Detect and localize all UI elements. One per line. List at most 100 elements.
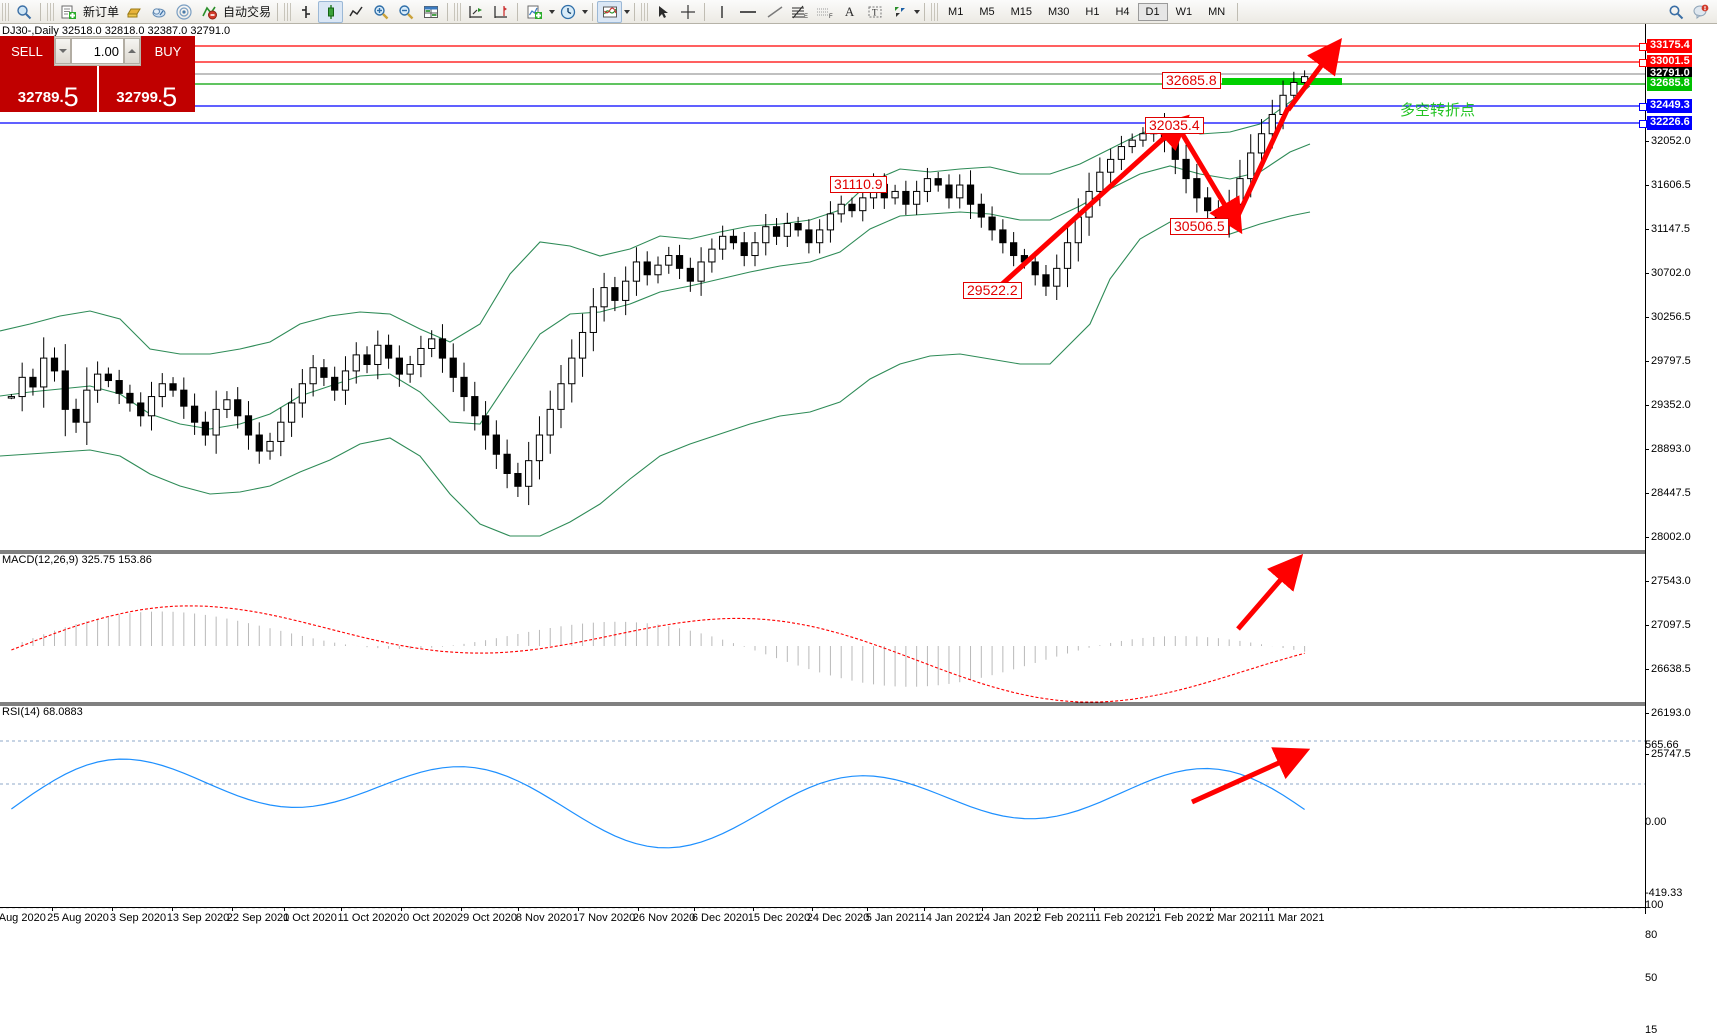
toolbar-separator-4	[517, 2, 519, 21]
timeframe-w1[interactable]: W1	[1175, 5, 1193, 18]
indicator-scale-tick: -419.33	[1645, 887, 1683, 899]
date-tick: 11 Mar 2021	[1263, 912, 1325, 924]
volume-increase-button[interactable]	[124, 38, 140, 64]
timeframe-m15[interactable]: M15	[1010, 5, 1032, 18]
date-tick: 15 Dec 2020	[747, 912, 811, 924]
period-dropdown-caret[interactable]	[582, 9, 589, 14]
indicator-scale-tick: 565.66	[1645, 739, 1679, 751]
timeframe-h4[interactable]: H4	[1115, 5, 1130, 18]
arrow-up-2	[1286, 38, 1342, 112]
crosshair-icon[interactable]	[675, 1, 700, 23]
volume-stepper[interactable]: 1.00	[54, 36, 141, 66]
date-tick: 11 Feb 2021	[1089, 912, 1151, 924]
broadcast-icon[interactable]	[171, 1, 196, 23]
price-callout[interactable]: 32685.8	[1162, 72, 1221, 89]
chart-canvas[interactable]	[0, 24, 1717, 938]
toolbar-grip-6[interactable]	[931, 2, 939, 21]
indicator-scale-tick: 80	[1645, 929, 1658, 941]
date-tick: 11 Oct 2020	[337, 912, 397, 924]
chart-area[interactable]: DJ30-,Daily 32518.0 32818.0 32387.0 3279…	[0, 24, 1717, 1036]
data-window-icon[interactable]	[418, 1, 443, 23]
date-tick-mark	[753, 907, 754, 911]
one-click-trading-panel[interactable]: SELL 1.00 BUY 32789 . 5 32799 . 5	[0, 36, 195, 112]
alert-icon[interactable]	[1688, 1, 1713, 23]
volume-decrease-button[interactable]	[55, 38, 71, 64]
new-order-button[interactable]	[56, 1, 81, 23]
date-tick: 26 Nov 2020	[632, 912, 696, 924]
date-tick: 21 Feb 2021	[1149, 912, 1211, 924]
arrow-up-1	[998, 114, 1190, 288]
date-tick-mark	[578, 907, 579, 911]
timeframe-m1[interactable]: M1	[948, 5, 964, 18]
price-callout[interactable]: 31110.9	[830, 176, 887, 193]
auto-trading-label[interactable]: 自动交易	[223, 5, 272, 19]
chart-shift-icon[interactable]	[488, 1, 513, 23]
date-tick-mark	[232, 907, 233, 911]
zoom-search-icon[interactable]	[1663, 1, 1688, 23]
timeframe-h1[interactable]: H1	[1085, 5, 1100, 18]
toolbar-grip[interactable]	[2, 2, 9, 21]
date-tick-mark	[1154, 907, 1155, 911]
magnifier-icon[interactable]	[11, 1, 36, 23]
volume-input[interactable]: 1.00	[71, 38, 124, 64]
trendline-icon[interactable]	[762, 1, 787, 23]
date-tick-mark	[518, 907, 519, 911]
date-tick: 17 Nov 2020	[572, 912, 636, 924]
date-tick-mark	[924, 907, 925, 911]
chart-text-note[interactable]: 多空转折点	[1400, 102, 1476, 119]
toolbar-grip-2[interactable]	[47, 2, 54, 21]
timeframe-m30[interactable]: M30	[1048, 5, 1070, 18]
toolbar-separator-8	[924, 2, 926, 21]
date-tick-mark	[694, 907, 695, 911]
toolbar-grip-5[interactable]	[641, 2, 649, 21]
new-order-label[interactable]: 新订单	[83, 5, 120, 19]
horizontal-line-icon[interactable]	[734, 1, 762, 23]
date-tick-mark	[638, 907, 639, 911]
zoom-out-icon[interactable]	[393, 1, 418, 23]
templates-dropdown-caret[interactable]	[624, 9, 631, 14]
sell-price-display[interactable]: 32789 . 5	[0, 66, 97, 112]
toolbar-grip-4[interactable]	[454, 2, 462, 21]
period-clock-icon[interactable]	[555, 1, 580, 23]
shapes-icon[interactable]	[887, 1, 912, 23]
price-callout[interactable]: 29522.2	[963, 282, 1022, 299]
cursor-icon[interactable]	[650, 1, 675, 23]
sell-button[interactable]: SELL	[0, 36, 54, 66]
price-callout[interactable]: 32035.4	[1145, 117, 1204, 134]
toolbar-separator-6	[634, 2, 636, 21]
support-band-rect	[1222, 78, 1342, 85]
indicators-dropdown-caret[interactable]	[549, 9, 556, 14]
fibonacci-icon[interactable]: E	[787, 1, 812, 23]
toolbar-grip-3[interactable]	[284, 2, 292, 21]
buy-price-display[interactable]: 32799 . 5	[96, 66, 195, 112]
line-chart-icon[interactable]	[343, 1, 368, 23]
cloud-icon[interactable]	[146, 1, 171, 23]
gold-bar-icon[interactable]	[121, 1, 146, 23]
templates-icon[interactable]	[597, 0, 623, 23]
indicators-icon[interactable]	[522, 1, 547, 23]
timeframe-m5[interactable]: M5	[979, 5, 995, 18]
text-label-icon[interactable]: T	[862, 1, 887, 23]
date-tick: 1 Oct 2020	[283, 912, 337, 924]
candlestick-series	[7, 70, 1309, 506]
buy-button[interactable]: BUY	[141, 36, 195, 66]
date-tick: 5 Aug 2020	[0, 912, 46, 924]
timeframe-mn[interactable]: MN	[1208, 5, 1226, 18]
shapes-dropdown-caret[interactable]	[914, 9, 921, 14]
arrow-up-2-leg	[1233, 106, 1291, 222]
zoom-in-icon[interactable]	[368, 1, 393, 23]
macd-histogram	[21, 611, 1306, 687]
candlestick-chart-icon[interactable]	[318, 0, 344, 23]
auto-trading-button[interactable]	[196, 1, 221, 23]
price-callout[interactable]: 30506.5	[1170, 218, 1229, 235]
bar-chart-icon[interactable]	[293, 1, 318, 23]
auto-scroll-icon[interactable]	[463, 1, 488, 23]
svg-text:F: F	[829, 14, 833, 20]
text-icon[interactable]: A	[844, 3, 855, 19]
date-tick: 24 Jan 2021	[977, 912, 1039, 924]
date-tick-mark	[867, 907, 868, 911]
timeframe-d1[interactable]: D1	[1137, 2, 1168, 21]
equidistant-channel-icon[interactable]: F	[812, 1, 837, 23]
vertical-line-icon[interactable]	[709, 1, 734, 23]
